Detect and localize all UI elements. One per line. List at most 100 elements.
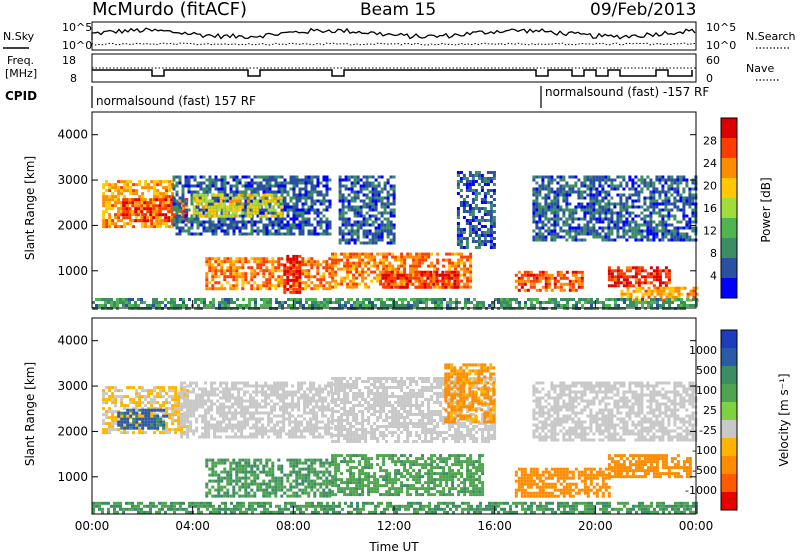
heatmap-cell xyxy=(219,429,223,433)
heatmap-cell xyxy=(350,175,354,179)
heatmap-cell xyxy=(682,178,686,182)
heatmap-cell xyxy=(140,301,143,304)
heatmap-cell xyxy=(655,223,659,227)
heatmap-cell xyxy=(335,301,338,304)
heatmap-cell xyxy=(277,229,281,233)
heatmap-cell xyxy=(175,223,179,227)
heatmap-cell xyxy=(232,226,236,230)
heatmap-cell xyxy=(350,223,354,227)
heatmap-cell xyxy=(159,420,163,424)
heatmap-cell xyxy=(695,292,699,296)
heatmap-cell xyxy=(403,279,407,283)
heatmap-cell xyxy=(559,288,563,292)
heatmap-cell xyxy=(138,180,142,184)
heatmap-cell xyxy=(632,301,635,304)
heatmap-cell xyxy=(186,432,190,436)
heatmap-cell xyxy=(165,425,169,429)
heatmap-cell xyxy=(559,175,563,179)
heatmap-cell xyxy=(602,301,605,304)
heatmap-cell xyxy=(532,235,536,239)
heatmap-cell xyxy=(279,196,283,200)
heatmap-cell xyxy=(178,181,182,185)
heatmap-cell xyxy=(392,235,396,239)
heatmap-cell xyxy=(117,420,121,424)
heatmap-cell xyxy=(205,281,209,285)
heatmap-cell xyxy=(244,272,248,276)
heatmap-cell xyxy=(568,282,572,286)
heatmap-cell xyxy=(195,193,199,197)
heatmap-cell xyxy=(628,269,632,273)
heatmap-cell xyxy=(599,301,602,304)
heatmap-cell xyxy=(313,211,317,215)
heatmap-cell xyxy=(462,177,466,180)
heatmap-cell xyxy=(343,252,347,256)
heatmap-cell xyxy=(341,184,345,188)
heatmap-cell xyxy=(210,417,214,421)
heatmap-cell xyxy=(256,272,260,276)
heatmap-cell xyxy=(159,219,163,223)
heatmap-cell xyxy=(298,229,302,233)
heatmap-cell xyxy=(538,175,542,179)
heatmap-cell xyxy=(214,223,218,227)
heatmap-cell xyxy=(379,258,383,262)
heatmap-cell xyxy=(201,435,205,439)
heatmap-cell xyxy=(665,298,668,301)
heatmap-cell xyxy=(571,270,575,274)
heatmap-cell xyxy=(117,192,121,196)
heatmap-cell xyxy=(365,304,368,307)
heatmap-cell xyxy=(649,220,653,224)
heatmap-cell xyxy=(334,264,338,268)
heatmap-cell xyxy=(258,202,262,206)
heatmap-cell xyxy=(152,216,156,220)
heatmap-cell xyxy=(270,199,274,203)
heatmap-cell xyxy=(365,181,369,185)
heatmap-cell xyxy=(392,214,396,218)
heatmap-cell xyxy=(177,404,181,408)
heatmap-cell xyxy=(433,264,437,268)
heatmap-cell xyxy=(220,208,224,212)
heatmap-cell xyxy=(389,202,393,206)
heatmap-cell xyxy=(469,270,473,274)
heatmap-cell xyxy=(195,417,199,421)
heatmap-cell xyxy=(331,279,335,283)
heatmap-cell xyxy=(523,270,527,274)
heatmap-cell xyxy=(655,229,659,233)
heatmap-cell xyxy=(535,220,539,224)
heatmap-cell xyxy=(170,216,174,220)
heatmap-cell xyxy=(289,196,293,200)
heatmap-cell xyxy=(361,267,365,271)
heatmap-cell xyxy=(658,214,662,218)
heatmap-cell xyxy=(204,193,208,197)
heatmap-cell xyxy=(341,235,345,239)
heatmap-cell xyxy=(174,431,178,435)
heatmap-cell xyxy=(568,226,572,230)
heatmap-cell xyxy=(183,432,187,436)
heatmap-cell xyxy=(500,298,503,301)
heatmap-cell xyxy=(394,282,398,286)
heatmap-cell xyxy=(295,278,299,282)
heatmap-cell xyxy=(174,404,178,408)
heatmap-cell xyxy=(489,210,493,213)
heatmap-cell xyxy=(120,225,124,229)
heatmap-cell xyxy=(141,431,145,435)
heatmap-cell xyxy=(661,281,665,285)
heatmap-cell xyxy=(404,298,407,301)
heatmap-cell xyxy=(685,232,689,236)
heatmap-cell xyxy=(144,414,148,418)
heatmap-cell xyxy=(203,304,206,307)
heatmap-cell xyxy=(168,416,172,420)
heatmap-cell xyxy=(580,190,584,194)
heatmap-cell xyxy=(640,190,644,194)
heatmap-cell xyxy=(590,304,593,307)
heatmap-cell xyxy=(409,264,413,268)
heatmap-cell xyxy=(176,304,179,307)
heatmap-cell xyxy=(643,229,647,233)
heatmap-cell xyxy=(187,226,191,230)
heatmap-cell xyxy=(271,211,275,215)
heatmap-cell xyxy=(403,267,407,271)
heatmap-cell xyxy=(420,276,424,280)
heatmap-cell xyxy=(381,273,385,277)
heatmap-cell xyxy=(331,258,335,262)
heatmap-cell xyxy=(538,187,542,191)
heatmap-cell xyxy=(631,211,635,215)
